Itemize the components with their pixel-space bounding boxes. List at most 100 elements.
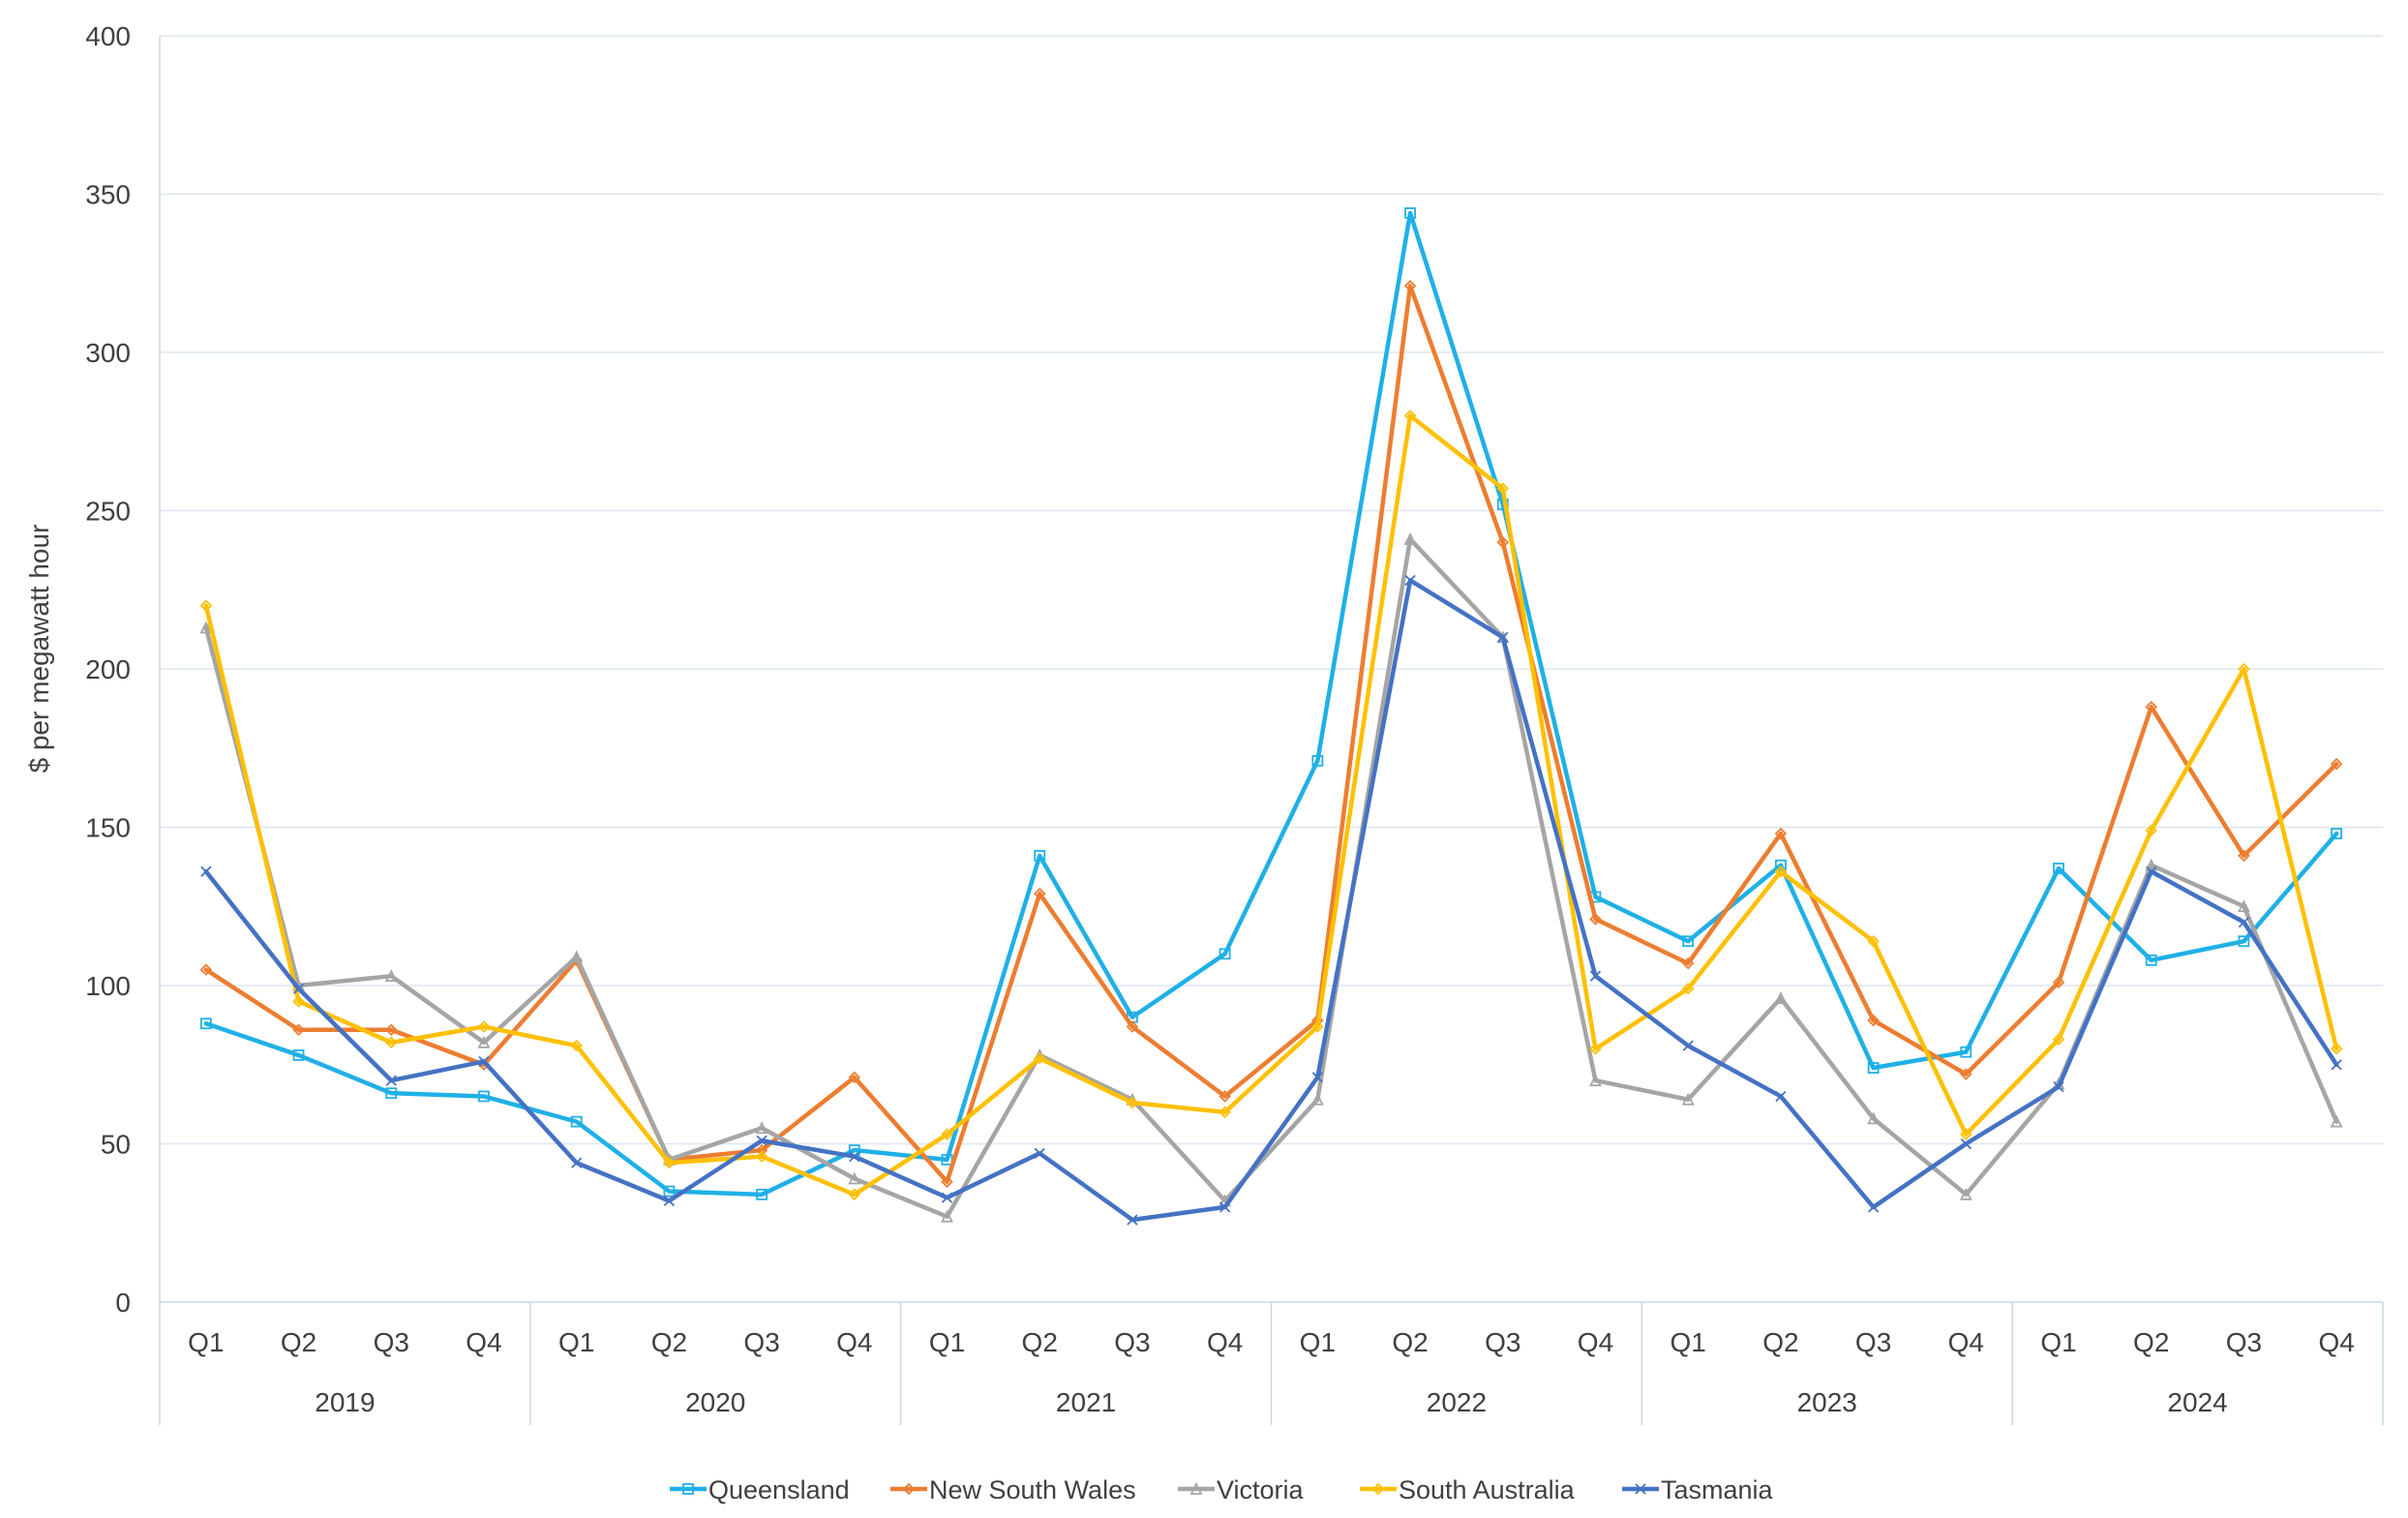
legend: Queensland New South Wales Victoria South A… — [670, 1475, 1774, 1504]
year-label: 2020 — [685, 1387, 745, 1417]
data-point — [941, 1209, 953, 1223]
x-tick-label: Q4 — [1207, 1327, 1243, 1357]
legend-label: South Australia — [1399, 1475, 1576, 1504]
legend-label: Tasmania — [1661, 1475, 1774, 1504]
data-point — [1126, 1020, 1139, 1033]
data-point — [1127, 1214, 1138, 1226]
y-tick-label: 50 — [101, 1130, 131, 1160]
data-point — [941, 1128, 953, 1140]
data-point — [2330, 1043, 2343, 1055]
data-point — [478, 1055, 490, 1068]
data-point — [1219, 1106, 1231, 1119]
series-line — [203, 284, 2339, 1184]
data-point — [292, 995, 305, 1008]
x-tick-label: Q4 — [1578, 1327, 1613, 1357]
x-tick-label: Q4 — [1948, 1327, 1984, 1357]
y-tick-label: 400 — [85, 21, 131, 51]
data-point — [1960, 1046, 1972, 1058]
data-point — [384, 1036, 398, 1049]
data-point — [2237, 899, 2250, 913]
legend-label: New South Wales — [929, 1475, 1136, 1504]
data-point — [1774, 865, 1788, 878]
year-label: 2023 — [1797, 1387, 1857, 1417]
y-tick-label: 250 — [85, 497, 131, 527]
data-point — [1867, 934, 1880, 948]
data-point — [1219, 948, 1231, 960]
data-point — [1959, 1187, 1972, 1200]
data-point — [1681, 1092, 1695, 1106]
legend-marker — [682, 1483, 694, 1495]
data-point — [1774, 991, 1788, 1004]
data-point — [848, 1188, 861, 1201]
data-point — [384, 969, 398, 983]
x-tick-label: Q4 — [836, 1327, 872, 1357]
y-tick-label: 150 — [85, 813, 131, 843]
legend-marker — [1371, 1482, 1385, 1496]
x-tick-label: Q2 — [281, 1327, 316, 1357]
series-tasmania — [200, 574, 2342, 1226]
x-tick-label: Q3 — [2226, 1327, 2262, 1357]
x-tick-label: Q1 — [1300, 1327, 1336, 1357]
data-point — [200, 865, 212, 877]
data-point — [1219, 1201, 1231, 1213]
data-point — [1403, 531, 1417, 545]
x-tick-label: Q3 — [1485, 1327, 1520, 1357]
data-point — [2331, 828, 2343, 839]
data-point — [1033, 887, 1046, 900]
series-queensland — [199, 207, 2343, 1200]
axes: 0 50 100 150 200 250 300 350 400 Q1 Q2 Q3 Q4 Q1 Q2 Q3 Q4… — [85, 21, 2384, 1425]
series-line — [203, 210, 2339, 1198]
data-point — [941, 1175, 953, 1189]
y-tick-label: 350 — [85, 180, 131, 210]
data-point — [663, 1195, 676, 1206]
x-tick-label: Q3 — [743, 1327, 779, 1357]
data-point — [478, 1090, 490, 1103]
data-point — [1403, 410, 1417, 422]
legend-marker — [1189, 1481, 1203, 1495]
data-point — [756, 1188, 768, 1200]
data-point — [1310, 1092, 1324, 1106]
x-tick-label: Q4 — [2318, 1327, 2354, 1357]
x-tick-label: Q2 — [651, 1327, 687, 1357]
data-point — [292, 1023, 305, 1037]
x-tick-label: Q2 — [1022, 1327, 1058, 1357]
data-point — [292, 1049, 305, 1061]
data-point — [756, 1135, 768, 1146]
data-point — [477, 1035, 491, 1048]
series-victoria — [199, 531, 2343, 1223]
data-point — [1589, 1074, 1602, 1086]
data-point — [384, 1023, 398, 1037]
x-tick-label: Q2 — [1762, 1327, 1798, 1357]
data-point — [2238, 916, 2250, 928]
x-tick-label: Q3 — [374, 1327, 409, 1357]
year-label: 2024 — [2167, 1387, 2227, 1417]
x-tick-label: Q1 — [1671, 1327, 1706, 1357]
legend-marker — [902, 1482, 916, 1496]
data-point — [2053, 863, 2064, 874]
x-tick-label: Q3 — [1114, 1327, 1150, 1357]
data-point — [2330, 1114, 2343, 1128]
year-label: 2021 — [1056, 1387, 1116, 1417]
data-point — [2053, 1081, 2064, 1093]
data-point — [2238, 849, 2250, 863]
data-point — [663, 1156, 676, 1169]
data-point — [292, 983, 305, 994]
y-tick-label: 100 — [85, 971, 131, 1001]
series-south-australia — [199, 410, 2343, 1201]
data-point — [1867, 1111, 1881, 1125]
data-point — [755, 1150, 768, 1163]
x-tick-label: Q4 — [466, 1327, 501, 1357]
data-point — [1034, 850, 1046, 862]
data-point — [1589, 913, 1602, 926]
data-point — [1682, 935, 1695, 948]
data-point — [2145, 824, 2158, 837]
legend-marker — [1635, 1483, 1646, 1495]
data-point — [1404, 207, 1416, 220]
data-point — [1681, 956, 1695, 970]
data-point — [199, 621, 213, 634]
y-tick-label: 0 — [115, 1288, 131, 1318]
series-line — [203, 578, 2339, 1223]
data-point — [2146, 865, 2157, 877]
data-point — [1681, 982, 1695, 995]
